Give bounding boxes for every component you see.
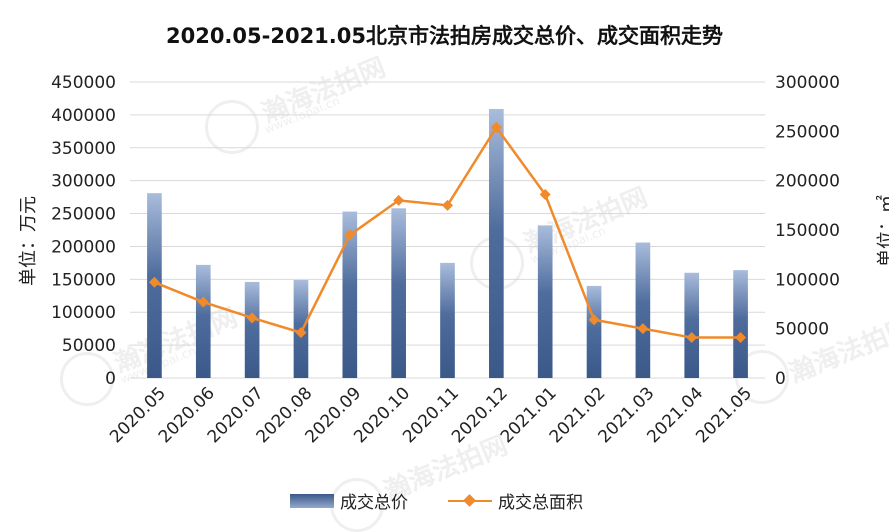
y1-tick-label: 400000	[51, 106, 116, 126]
line-point	[686, 332, 698, 344]
y1-tick-label: 300000	[51, 172, 116, 192]
legend: 成交总价 成交总面积	[290, 488, 610, 513]
y2-tick-label: 150000	[775, 221, 840, 241]
bar	[733, 270, 748, 378]
bar	[586, 285, 602, 378]
y2-tick-label: 200000	[775, 172, 840, 192]
line-point	[393, 194, 405, 206]
line-point	[539, 188, 551, 200]
line-point	[637, 323, 649, 335]
bar	[342, 211, 358, 378]
y2-tick-label: 50000	[775, 320, 829, 340]
y1-tick-label: 50000	[62, 336, 116, 356]
y2-tick-label: 100000	[775, 270, 840, 290]
line-series	[148, 121, 747, 344]
y2-tick-label: 300000	[775, 73, 840, 93]
bar-series	[147, 108, 748, 379]
y1-tick-label: 0	[105, 369, 116, 389]
line-point	[735, 332, 747, 344]
legend-label: 成交总价	[340, 493, 408, 513]
y1-tick-label: 100000	[51, 303, 116, 323]
tick-labels: 0 50000 100000 150000 200000 250000 300000 3500…	[51, 73, 840, 447]
bar	[537, 225, 553, 378]
legend-item-bar: 成交总价	[290, 488, 408, 513]
y2-tick-label: 0	[775, 369, 786, 389]
y2-tick-label: 250000	[775, 122, 840, 142]
legend-item-line: 成交总面积	[448, 488, 583, 513]
y1-tick-label: 200000	[51, 237, 116, 257]
line-point	[588, 314, 600, 326]
legend-line-swatch-icon	[448, 493, 492, 508]
bar	[195, 264, 211, 378]
line-point	[246, 312, 258, 324]
bar	[635, 242, 651, 378]
line-point	[344, 229, 356, 241]
y1-tick-label: 450000	[51, 73, 116, 93]
chart-title: 2020.05-2021.05北京市法拍房成交总价、成交面积走势	[165, 24, 723, 48]
legend-bar-swatch-icon	[290, 493, 334, 508]
bar	[684, 272, 700, 378]
bar	[440, 262, 455, 378]
legend-label: 成交总面积	[498, 493, 583, 513]
line-point	[442, 199, 453, 211]
line-point	[490, 121, 502, 133]
y1-tick-label: 150000	[51, 270, 116, 290]
line-point	[197, 296, 209, 308]
line-point	[295, 327, 307, 339]
line-point	[148, 276, 160, 288]
bar	[244, 281, 260, 378]
bar	[489, 108, 504, 379]
bar	[391, 208, 406, 378]
y1-tick-label: 350000	[51, 139, 116, 159]
y1-tick-label: 250000	[51, 205, 116, 225]
